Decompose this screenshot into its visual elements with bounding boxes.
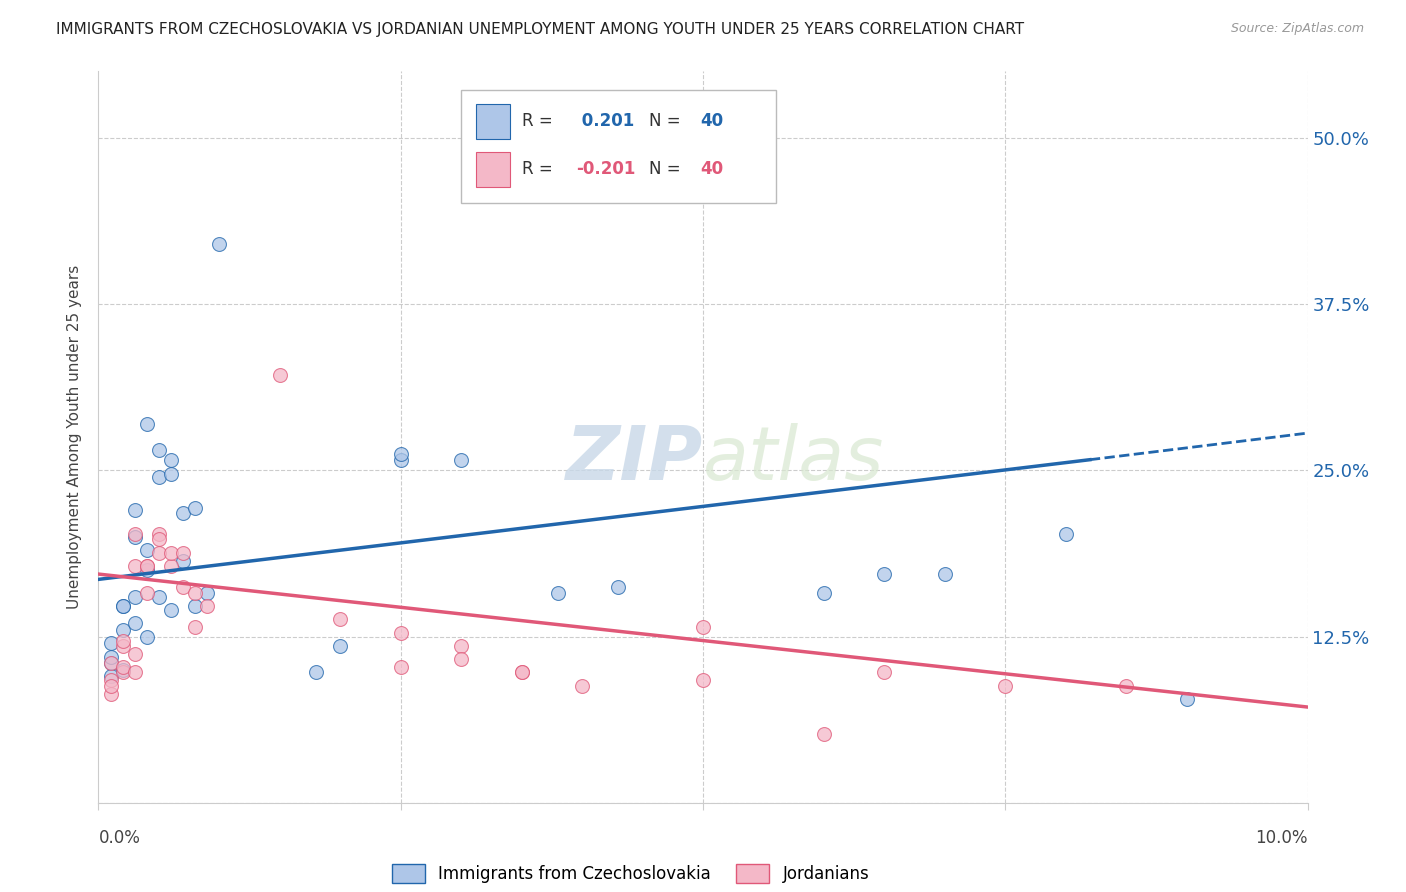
Point (329, 639, 352, 653)
Point (172, 580, 194, 594)
Text: R =: R = (522, 112, 558, 130)
Point (148, 533, 170, 547)
Point (329, 612, 352, 626)
Point (172, 506, 194, 520)
Point (160, 603, 183, 617)
Text: 10.0%: 10.0% (1256, 829, 1308, 847)
Point (1115, 679, 1137, 693)
Point (100, 669, 122, 683)
Point (450, 652, 472, 666)
Point (100, 636, 122, 650)
Text: Source: ZipAtlas.com: Source: ZipAtlas.com (1230, 22, 1364, 36)
Point (160, 559, 183, 574)
Point (124, 530, 146, 544)
Text: atlas: atlas (703, 423, 884, 495)
Point (873, 567, 896, 582)
Point (450, 452, 472, 467)
Point (111, 599, 134, 613)
Text: 40: 40 (700, 161, 724, 178)
Point (148, 590, 170, 604)
Point (111, 660, 134, 674)
Point (111, 663, 134, 677)
Point (389, 447, 412, 461)
Point (135, 563, 157, 577)
Point (148, 443, 170, 458)
Text: 40: 40 (700, 112, 724, 130)
Point (100, 656, 122, 670)
Point (148, 546, 170, 560)
Point (124, 559, 146, 574)
Point (148, 470, 170, 484)
Point (135, 630, 157, 644)
Point (148, 527, 170, 541)
Text: 0.0%: 0.0% (98, 829, 141, 847)
Point (135, 543, 157, 558)
Point (389, 452, 412, 467)
Point (547, 585, 569, 599)
FancyBboxPatch shape (461, 90, 776, 203)
Point (184, 585, 207, 599)
Point (692, 673, 714, 688)
Point (111, 633, 134, 648)
Point (160, 546, 183, 560)
Point (160, 467, 183, 482)
Point (111, 639, 134, 653)
Point (100, 687, 122, 701)
Point (994, 679, 1017, 693)
Text: IMMIGRANTS FROM CZECHOSLOVAKIA VS JORDANIAN UNEMPLOYMENT AMONG YOUTH UNDER 25 YE: IMMIGRANTS FROM CZECHOSLOVAKIA VS JORDAN… (56, 22, 1025, 37)
Text: ZIP: ZIP (565, 423, 703, 496)
Point (692, 620, 714, 634)
Point (450, 639, 472, 653)
Point (172, 554, 194, 568)
Point (1054, 527, 1077, 541)
Point (135, 559, 157, 574)
Point (184, 599, 207, 613)
Point (124, 616, 146, 631)
Point (135, 559, 157, 574)
Point (124, 503, 146, 517)
Point (510, 665, 533, 680)
Point (195, 585, 218, 599)
Point (208, 237, 231, 252)
Point (184, 620, 207, 634)
Point (160, 452, 183, 467)
Point (571, 679, 593, 693)
Text: -0.201: -0.201 (576, 161, 636, 178)
Y-axis label: Unemployment Among Youth under 25 years: Unemployment Among Youth under 25 years (67, 265, 83, 609)
Point (1175, 692, 1198, 706)
Text: 0.201: 0.201 (576, 112, 634, 130)
Point (172, 546, 194, 560)
Point (184, 500, 207, 515)
Text: N =: N = (648, 161, 686, 178)
Point (389, 660, 412, 674)
FancyBboxPatch shape (475, 152, 509, 187)
Point (100, 679, 122, 693)
Point (389, 625, 412, 640)
Point (873, 665, 896, 680)
Point (124, 590, 146, 604)
Point (269, 368, 291, 382)
Point (124, 527, 146, 541)
Point (934, 567, 956, 582)
Point (111, 623, 134, 637)
Point (813, 726, 835, 740)
Point (124, 665, 146, 680)
Point (100, 649, 122, 664)
Point (100, 673, 122, 688)
Point (124, 647, 146, 661)
Point (607, 580, 630, 594)
Legend: Immigrants from Czechoslovakia, Jordanians: Immigrants from Czechoslovakia, Jordania… (385, 857, 876, 889)
Point (135, 417, 157, 431)
Point (305, 665, 328, 680)
Point (111, 665, 134, 680)
Point (510, 665, 533, 680)
FancyBboxPatch shape (475, 103, 509, 138)
Point (100, 656, 122, 670)
Point (813, 585, 835, 599)
Text: N =: N = (648, 112, 686, 130)
Text: R =: R = (522, 161, 558, 178)
Point (135, 585, 157, 599)
Point (195, 599, 218, 613)
Point (111, 599, 134, 613)
